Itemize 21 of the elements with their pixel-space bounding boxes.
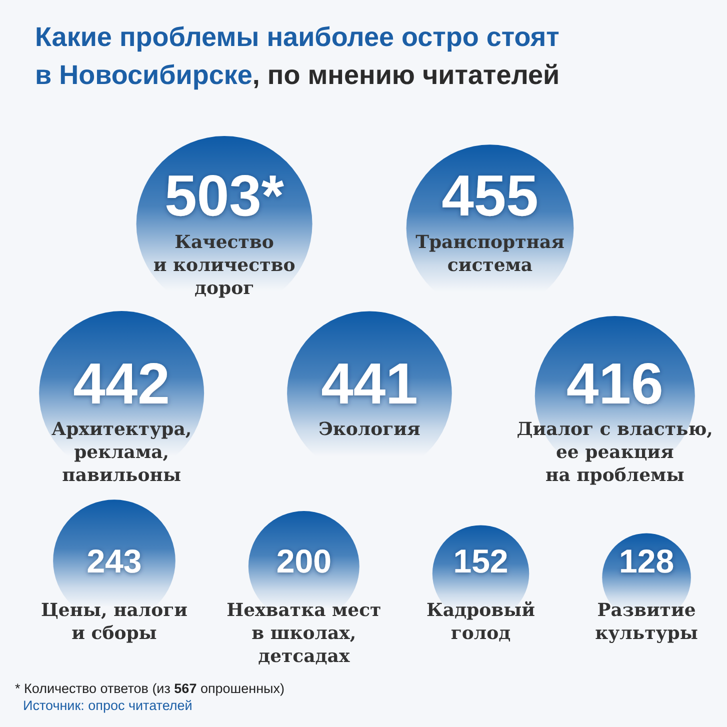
data-label: 200 [276,542,332,580]
category-label: Экология [318,419,420,440]
category-label: Цены, налоги и сборы [40,600,188,644]
data-label: 503* [164,164,284,228]
category-label: Транспортная система [416,232,564,276]
data-label: 416 [566,352,664,416]
category-label: Качество и количество дорог [153,232,296,299]
text: * Количество ответов (из 567 опрошенных) [15,681,284,696]
data-label: 128 [619,542,674,580]
data-label: 441 [321,352,418,416]
data-label: 442 [73,352,170,416]
text: Источник: опрос читателей [23,698,192,713]
text: Какие проблемы наиболее остро стоят в Новосибирске, по мнению читателей [35,22,560,90]
data-label: 455 [442,164,538,228]
data-label: 152 [453,542,508,580]
data-label: 243 [86,542,142,580]
category-label: Кадровый голод [426,600,536,644]
category-label: Архитектура, реклама, павильоны [52,419,192,486]
category-label: Диалог с властью, ее реакция на проблемы [516,419,713,486]
category-label: Нехватка мест в школах, детсадах [226,600,382,667]
category-label: Развитие культуры [595,600,698,644]
